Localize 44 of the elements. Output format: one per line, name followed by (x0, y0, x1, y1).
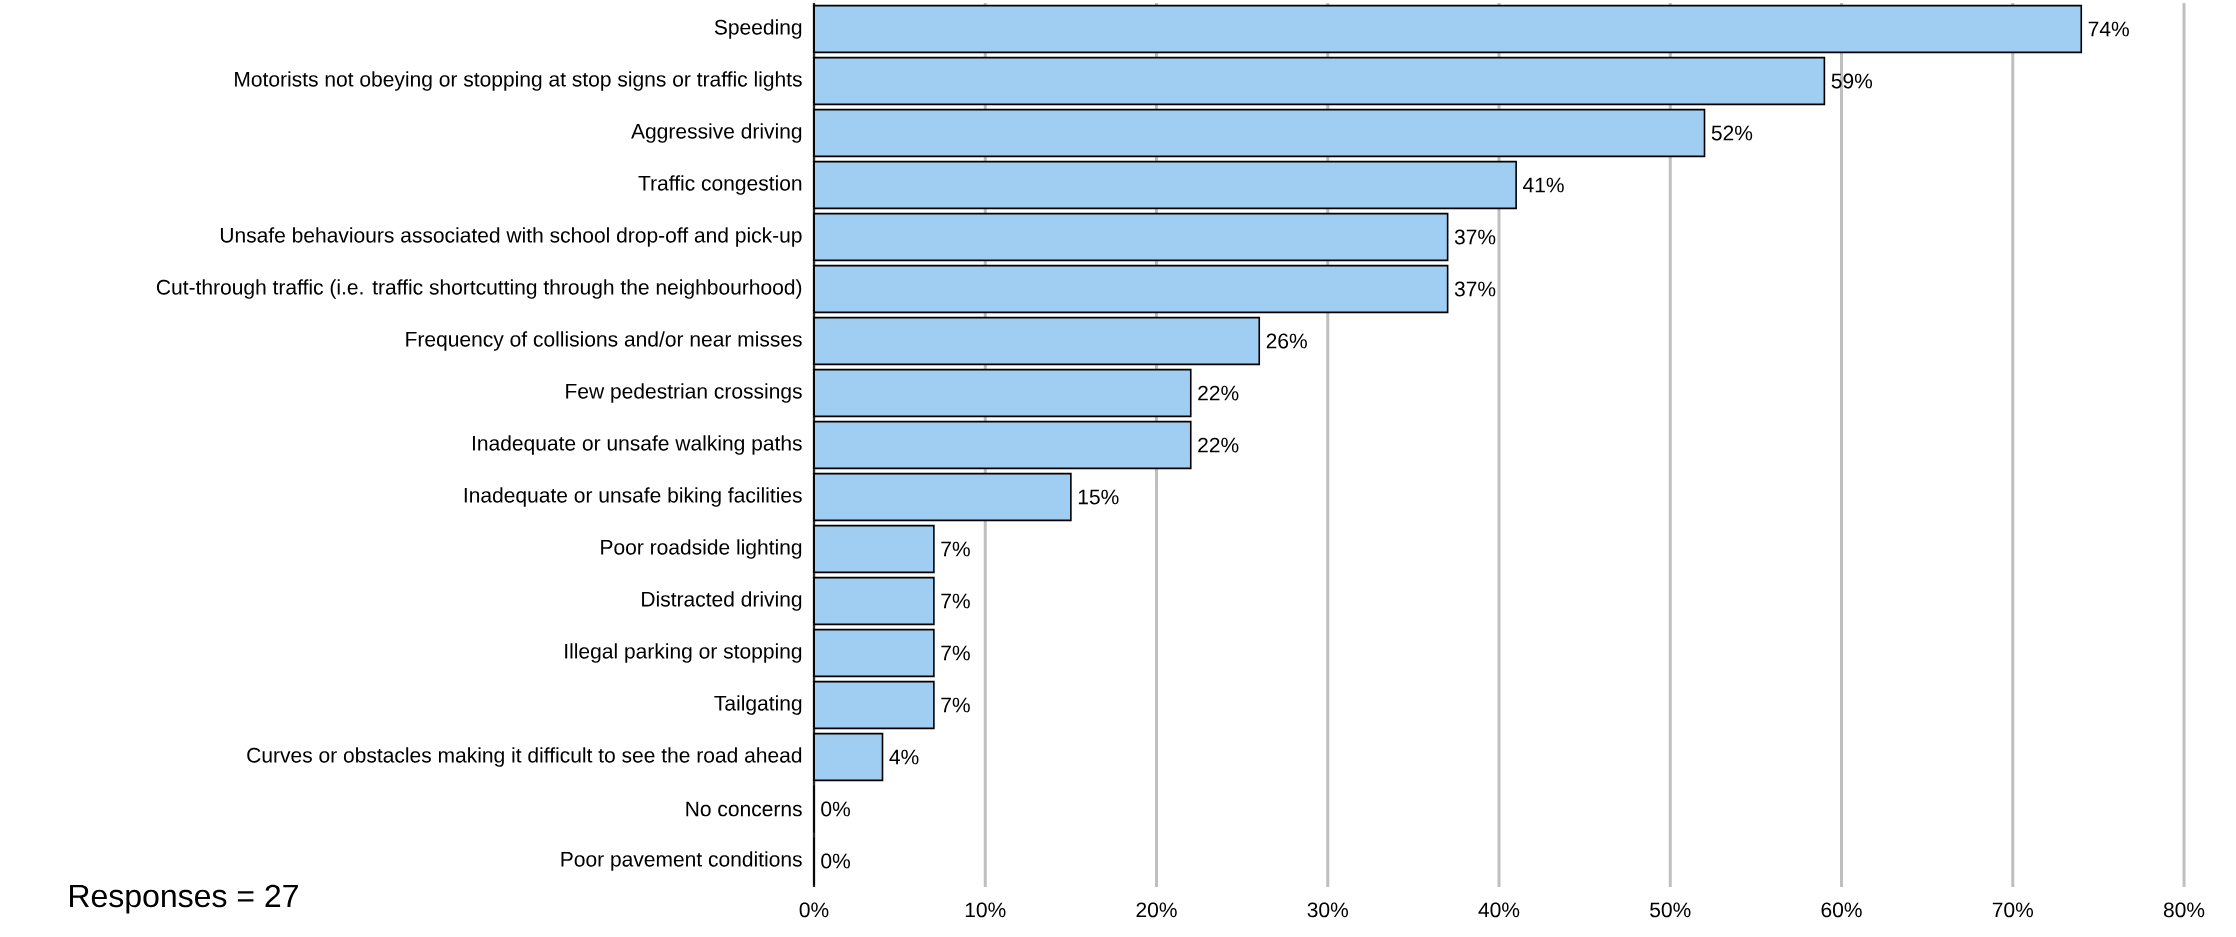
data-label: 0% (821, 853, 850, 869)
y-tick-label: Few pedestrian crossings (566, 383, 802, 403)
data-label: 52% (1711, 125, 1753, 141)
y-tick-label: Aggressive driving (631, 123, 802, 143)
y-tick-label: Motorists not obeying or stopping at stop signs or traffic lights (235, 71, 802, 91)
data-label: 37% (1454, 229, 1496, 245)
data-label: 22% (1198, 437, 1239, 453)
data-label: 7% (941, 645, 970, 661)
y-tick-label: Tailgating (714, 695, 802, 715)
x-tick-label: 60% (1821, 902, 1862, 918)
y-tick-label: Poor pavement conditions (561, 851, 802, 871)
data-label: 7% (941, 697, 970, 713)
y-tick-label: Inadequate or unsafe biking facilities (464, 487, 802, 507)
data-label: 37% (1454, 281, 1496, 297)
y-tick-label: Distracted driving (642, 591, 802, 611)
x-tick-label: 70% (1992, 902, 2034, 918)
x-tick-label: 10% (965, 902, 1006, 918)
x-tick-label: 30% (1307, 902, 1349, 918)
text: Responses = 27 (70, 884, 298, 914)
y-tick-label: Traffic congestion (638, 175, 802, 195)
data-label: 4% (889, 749, 919, 765)
x-tick-label: 50% (1650, 902, 1691, 918)
data-label: 59% (1831, 73, 1873, 89)
y-tick-label: Unsafe behaviours associated with school drop-off and pick-up (220, 227, 802, 247)
y-tick-label: Inadequate or unsafe walking paths (472, 435, 802, 455)
data-label: 7% (941, 593, 970, 609)
y-tick-label: Curves or obstacles making it difficult to see the road ahead (247, 747, 802, 767)
data-label: 7% (941, 541, 970, 557)
data-label: 26% (1266, 333, 1307, 349)
y-tick-label: Poor roadside lighting (601, 539, 802, 559)
y-tick-label: Cut-through traffic (i.e. traffic shortcutting through the neighbourhood) (156, 279, 802, 299)
y-tick-label: Illegal parking or stopping (565, 643, 802, 663)
y-tick-label: No concerns (686, 801, 802, 817)
x-tick-label: 0% (799, 902, 829, 918)
data-label: 0% (821, 801, 850, 817)
x-tick-label: 80% (2163, 902, 2205, 918)
data-label: 22% (1198, 385, 1239, 401)
y-tick-label: Frequency of collisions and/or near misses (406, 331, 802, 351)
x-tick-label: 20% (1136, 902, 1177, 918)
data-label: 74% (2088, 21, 2129, 37)
data-label: 15% (1078, 489, 1119, 505)
x-tick-label: 40% (1478, 902, 1520, 918)
data-label: 41% (1523, 177, 1564, 193)
y-tick-label: Speeding (714, 19, 802, 39)
